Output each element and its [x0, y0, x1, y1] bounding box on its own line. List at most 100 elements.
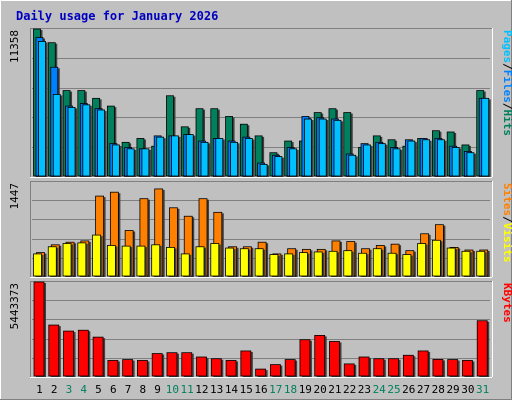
x-tick-label-day-25: 25	[387, 383, 400, 396]
x-tick-label-day-18: 18	[284, 383, 297, 396]
x-tick-label-day-14: 14	[225, 383, 239, 396]
bar-sites-day-9	[151, 244, 161, 277]
bar-sites-day-19	[299, 252, 308, 277]
bar-kbytes-day-19	[299, 339, 311, 377]
x-tick-label-day-11: 11	[181, 383, 194, 396]
bar-sites-day-22	[343, 250, 353, 277]
bar-pages-day-14	[230, 141, 238, 177]
bar-sites-day-10	[166, 247, 175, 277]
x-tick-label-day-12: 12	[195, 383, 208, 396]
bar-kbytes-day-5	[92, 336, 104, 377]
y-max-label: 1447	[8, 183, 21, 210]
x-tick-label-day-8: 8	[139, 383, 146, 396]
bar-kbytes-day-9	[151, 353, 163, 377]
bar-kbytes-day-28	[432, 359, 444, 377]
bar-kbytes-day-1	[33, 281, 45, 377]
x-tick-label-day-16: 16	[254, 383, 267, 396]
x-tick-label-day-19: 19	[299, 383, 312, 396]
bar-kbytes-day-30	[462, 360, 473, 377]
bar-kbytes-day-14	[225, 360, 237, 377]
bar-sites-day-18	[284, 253, 294, 277]
bar-pages-day-1	[38, 40, 46, 177]
legend-entry: Sites	[501, 183, 512, 216]
bar-kbytes-day-3	[63, 330, 74, 377]
bar-sites-day-25	[387, 252, 397, 277]
bar-pages-day-6	[111, 144, 120, 177]
legend: Sites/Visits	[501, 183, 512, 263]
bar-pages-day-25	[392, 148, 401, 177]
bar-sites-day-4	[77, 242, 87, 277]
bar-pages-day-13	[215, 138, 224, 177]
x-tick-label-day-28: 28	[432, 383, 445, 396]
bar-sites-day-6	[106, 245, 116, 277]
x-tick-label-day-30: 30	[461, 383, 474, 396]
legend-entry: KBytes	[501, 283, 512, 323]
bar-sites-day-30	[461, 250, 471, 277]
x-tick-label-day-27: 27	[417, 383, 430, 396]
bar-sites-day-28	[432, 239, 441, 277]
x-tick-label-day-7: 7	[125, 383, 132, 396]
bar-kbytes-day-16	[255, 368, 267, 377]
bar-pages-day-26	[407, 140, 416, 177]
bar-sites-day-11	[180, 253, 190, 277]
bar-sites-day-21	[328, 250, 338, 277]
bar-sites-day-24	[372, 248, 382, 277]
legend-entry: /	[501, 216, 512, 223]
bar-pages-day-29	[451, 147, 460, 177]
x-tick-label-day-3: 3	[66, 383, 73, 396]
bar-kbytes-day-26	[402, 354, 414, 377]
bar-pages-day-18	[289, 148, 298, 177]
x-tick-label-day-9: 9	[154, 383, 161, 396]
bar-kbytes-day-25	[388, 358, 399, 377]
bar-sites-day-12	[195, 246, 205, 277]
x-tick-label-day-1: 1	[36, 383, 43, 396]
x-tick-label-day-4: 4	[80, 383, 87, 396]
bar-pages-day-4	[82, 104, 91, 177]
bar-sites-day-16	[254, 248, 264, 277]
bar-kbytes-day-23	[358, 356, 370, 377]
bar-pages-day-31	[481, 97, 490, 177]
bar-pages-day-17	[274, 156, 283, 177]
y-max-label: 11358	[8, 30, 21, 63]
bar-pages-day-22	[348, 154, 357, 177]
bar-pages-day-5	[97, 109, 105, 177]
x-tick-label-day-31: 31	[476, 383, 489, 396]
bar-kbytes-day-4	[77, 329, 89, 377]
bar-pages-day-3	[67, 107, 76, 177]
x-tick-label-day-22: 22	[343, 383, 356, 396]
bar-pages-day-9	[156, 136, 165, 177]
bar-kbytes-day-6	[107, 360, 119, 377]
x-tick-label-day-24: 24	[373, 383, 387, 396]
bar-kbytes-day-10	[166, 352, 178, 377]
legend-entry: Files	[501, 70, 512, 103]
x-tick-label-day-2: 2	[51, 383, 58, 396]
bar-pages-day-20	[318, 118, 327, 177]
legend-entry: Visits	[501, 223, 512, 263]
legend-entry: /	[501, 103, 512, 110]
bar-pages-day-23	[363, 144, 371, 177]
bar-pages-day-24	[377, 143, 386, 177]
bar-pages-day-16	[259, 163, 268, 177]
legend-entry: Pages	[501, 30, 512, 63]
chart-title: Daily usage for January 2026	[16, 9, 218, 23]
bar-sites-day-7	[121, 245, 131, 277]
x-tick-label-day-13: 13	[210, 383, 223, 396]
bar-pages-day-7	[126, 148, 135, 177]
bar-kbytes-day-22	[343, 363, 355, 377]
bar-kbytes-day-2	[48, 324, 60, 377]
x-tick-label-day-6: 6	[110, 383, 117, 396]
legend: KBytes	[501, 283, 512, 323]
bar-sites-day-1	[33, 253, 42, 277]
bar-sites-day-31	[476, 250, 486, 277]
bar-pages-day-15	[244, 138, 253, 177]
bar-kbytes-day-12	[196, 356, 207, 377]
bar-pages-day-19	[304, 118, 312, 177]
x-tick-label-day-10: 10	[166, 383, 179, 396]
bar-pages-day-11	[185, 134, 194, 177]
y-max-label: 5443373	[8, 283, 21, 329]
bar-kbytes-day-15	[240, 350, 252, 377]
bar-sites-day-3	[62, 243, 72, 277]
legend-entry: Hits	[501, 110, 512, 137]
